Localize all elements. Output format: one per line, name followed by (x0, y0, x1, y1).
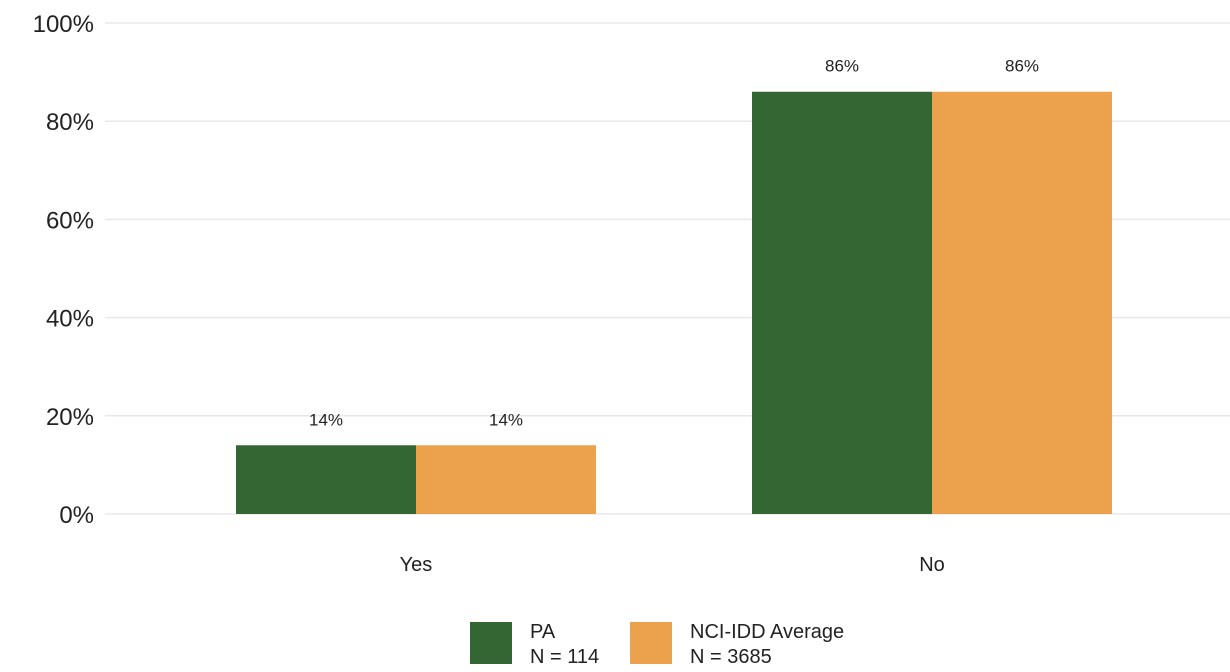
legend-swatch (470, 622, 512, 664)
y-tick-label: 20% (46, 404, 94, 431)
y-tick-label: 60% (46, 207, 94, 234)
data-label: 14% (489, 410, 523, 429)
bar-yes-series-1 (416, 445, 596, 514)
y-tick-label: 100% (33, 11, 94, 38)
x-tick-label: No (919, 554, 945, 576)
data-label: 86% (1005, 57, 1039, 76)
bar-yes-series-0 (236, 445, 416, 514)
data-label: 14% (309, 410, 343, 429)
legend-label: PA (530, 621, 556, 643)
legend-sublabel: N = 3685 (690, 646, 772, 668)
bar-no-series-0 (752, 91, 932, 515)
legend-swatch (630, 622, 672, 664)
legend-label: NCI-IDD Average (690, 621, 844, 643)
y-tick-label: 0% (59, 502, 94, 529)
legend-sublabel: N = 114 (530, 646, 599, 668)
bar-no-series-1 (932, 91, 1112, 515)
y-tick-label: 80% (46, 109, 94, 136)
y-tick-label: 40% (46, 306, 94, 333)
data-label: 86% (825, 57, 859, 76)
x-tick-label: Yes (400, 554, 433, 576)
